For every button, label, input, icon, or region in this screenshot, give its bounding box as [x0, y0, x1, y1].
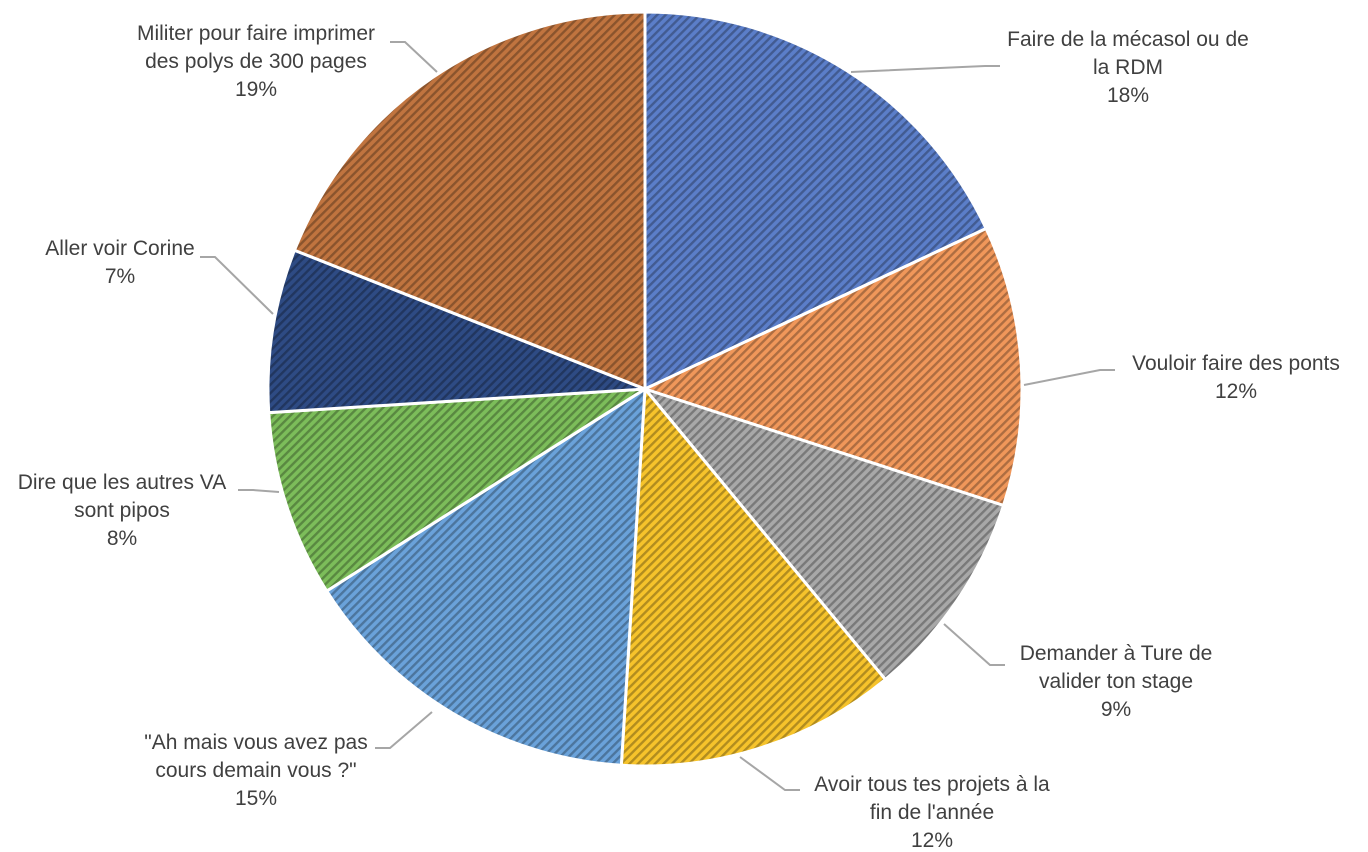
- data-label-category: Vouloir faire des ponts: [1132, 352, 1340, 375]
- leader-lines: [200, 41, 1115, 791]
- data-label-percent: 7%: [105, 265, 135, 288]
- pie-slice: [643, 10, 989, 392]
- data-label-category: des polys de 300 pages: [145, 50, 367, 73]
- data-label-category: Faire de la mécasol ou de: [1007, 28, 1249, 51]
- data-label-category: Demander à Ture de: [1020, 642, 1213, 665]
- data-label-category: Militer pour faire imprimer: [137, 22, 375, 45]
- data-label-percent: 19%: [235, 78, 277, 101]
- pie-slice: [266, 248, 646, 415]
- pie-slice: [324, 386, 647, 767]
- pie-slice: [292, 10, 647, 392]
- pie-slice: [640, 226, 1024, 508]
- data-label-category: Aller voir Corine: [45, 237, 194, 260]
- leader-line: [850, 65, 1000, 73]
- data-label: Aller voir Corine 7%: [45, 237, 194, 288]
- data-label-category: cours demain vous ?": [155, 759, 356, 782]
- leader-line: [390, 41, 438, 73]
- pie-slice: [619, 385, 888, 768]
- data-label: Dire que les autres VA sont pipos 8%: [18, 471, 227, 550]
- data-label-percent: 18%: [1107, 84, 1149, 107]
- data-label-percent: 8%: [107, 527, 137, 550]
- leader-line: [943, 623, 1005, 666]
- pie-slices: [266, 10, 1024, 768]
- data-label: Vouloir faire des ponts 12%: [1132, 352, 1340, 403]
- data-label-percent: 15%: [235, 787, 277, 810]
- data-label-category: valider ton stage: [1039, 670, 1193, 693]
- data-label-category: la RDM: [1093, 56, 1163, 79]
- data-label-percent: 9%: [1101, 698, 1131, 721]
- leader-line: [375, 711, 433, 749]
- data-label-percent: 12%: [1215, 380, 1257, 403]
- data-label-category: fin de l'année: [870, 801, 994, 824]
- data-label: Avoir tous tes projets à la fin de l'anné…: [814, 773, 1050, 852]
- data-label-category: Avoir tous tes projets à la: [814, 773, 1050, 796]
- data-labels: Faire de la mécasol ou de la RDM 18% Vouloi…: [18, 22, 1340, 852]
- leader-line: [1023, 369, 1115, 386]
- data-label: Faire de la mécasol ou de la RDM 18%: [1007, 28, 1249, 107]
- data-label-percent: 12%: [911, 829, 953, 852]
- data-label-category: Dire que les autres VA: [18, 471, 227, 494]
- data-label: Militer pour faire imprimer des polys de …: [137, 22, 375, 101]
- data-label: Demander à Ture de valider ton stage 9%: [1020, 642, 1213, 721]
- leader-line: [200, 256, 274, 315]
- data-label: "Ah mais vous avez pas cours demain vous …: [144, 731, 367, 810]
- data-label-category: "Ah mais vous avez pas: [144, 731, 367, 754]
- pie-slice: [267, 387, 646, 594]
- leader-line: [739, 756, 800, 791]
- leader-line: [238, 489, 280, 493]
- data-label-category: sont pipos: [74, 499, 170, 522]
- pie-slice: [640, 385, 1006, 682]
